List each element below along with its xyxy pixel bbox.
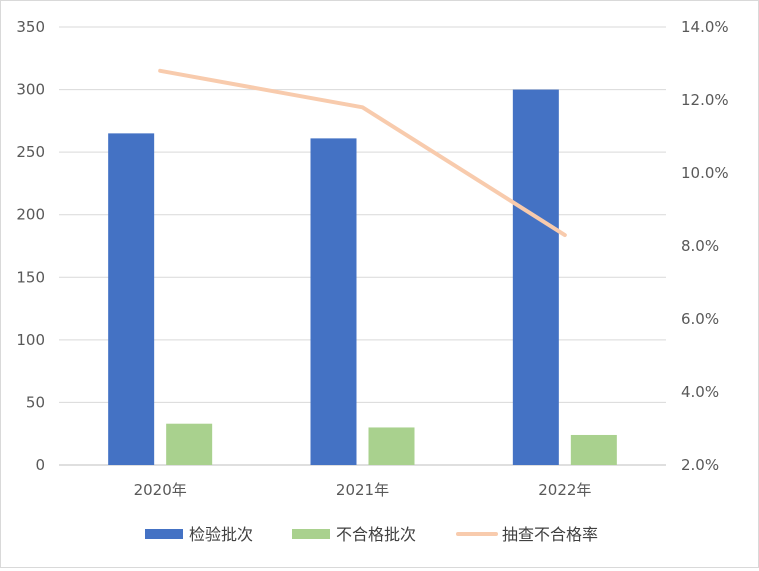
right-tick-label: 14.0% [681,18,729,36]
legend-label: 检验批次 [189,525,253,544]
left-tick-label: 50 [26,393,45,411]
left-tick-label: 150 [16,268,45,286]
x-tick-label: 2020年 [134,481,187,499]
left-tick-label: 350 [16,18,45,36]
x-tick-label: 2022年 [538,481,591,499]
left-axis-ticks: 0 50 100 150 200 250 300 350 [16,18,45,474]
right-tick-label: 8.0% [681,237,719,255]
right-tick-label: 2.0% [681,456,719,474]
x-tick-label: 2021年 [336,481,389,499]
legend: 检验批次 不合格批次 抽查不合格率 [145,525,598,544]
right-axis-ticks: 2.0% 4.0% 6.0% 8.0% 10.0% 12.0% 14.0% [681,18,729,474]
right-tick-label: 6.0% [681,310,719,328]
right-tick-label: 12.0% [681,91,729,109]
right-tick-label: 4.0% [681,383,719,401]
bar-series-1 [310,138,357,465]
right-tick-label: 10.0% [681,164,729,182]
line-series-1 [158,68,567,238]
left-tick-label: 100 [16,331,45,349]
legend-label: 不合格批次 [336,525,416,544]
left-tick-label: 200 [16,206,45,224]
x-axis-ticks: 2020年 2021年 2022年 [134,481,592,499]
bars [108,89,617,466]
left-tick-label: 0 [35,456,45,474]
rate-line [158,68,567,238]
bar-series-2 [166,423,213,465]
left-tick-label: 300 [16,81,45,99]
left-tick-label: 250 [16,143,45,161]
legend-swatch-bar [145,529,183,539]
bar-series-1 [108,133,155,465]
legend-label: 抽查不合格率 [502,525,598,544]
bar-series-2 [570,434,617,465]
bar-series-2 [368,427,415,465]
legend-swatch-bar [292,529,330,539]
bar-series-1 [512,89,559,466]
gridlines [59,26,666,466]
